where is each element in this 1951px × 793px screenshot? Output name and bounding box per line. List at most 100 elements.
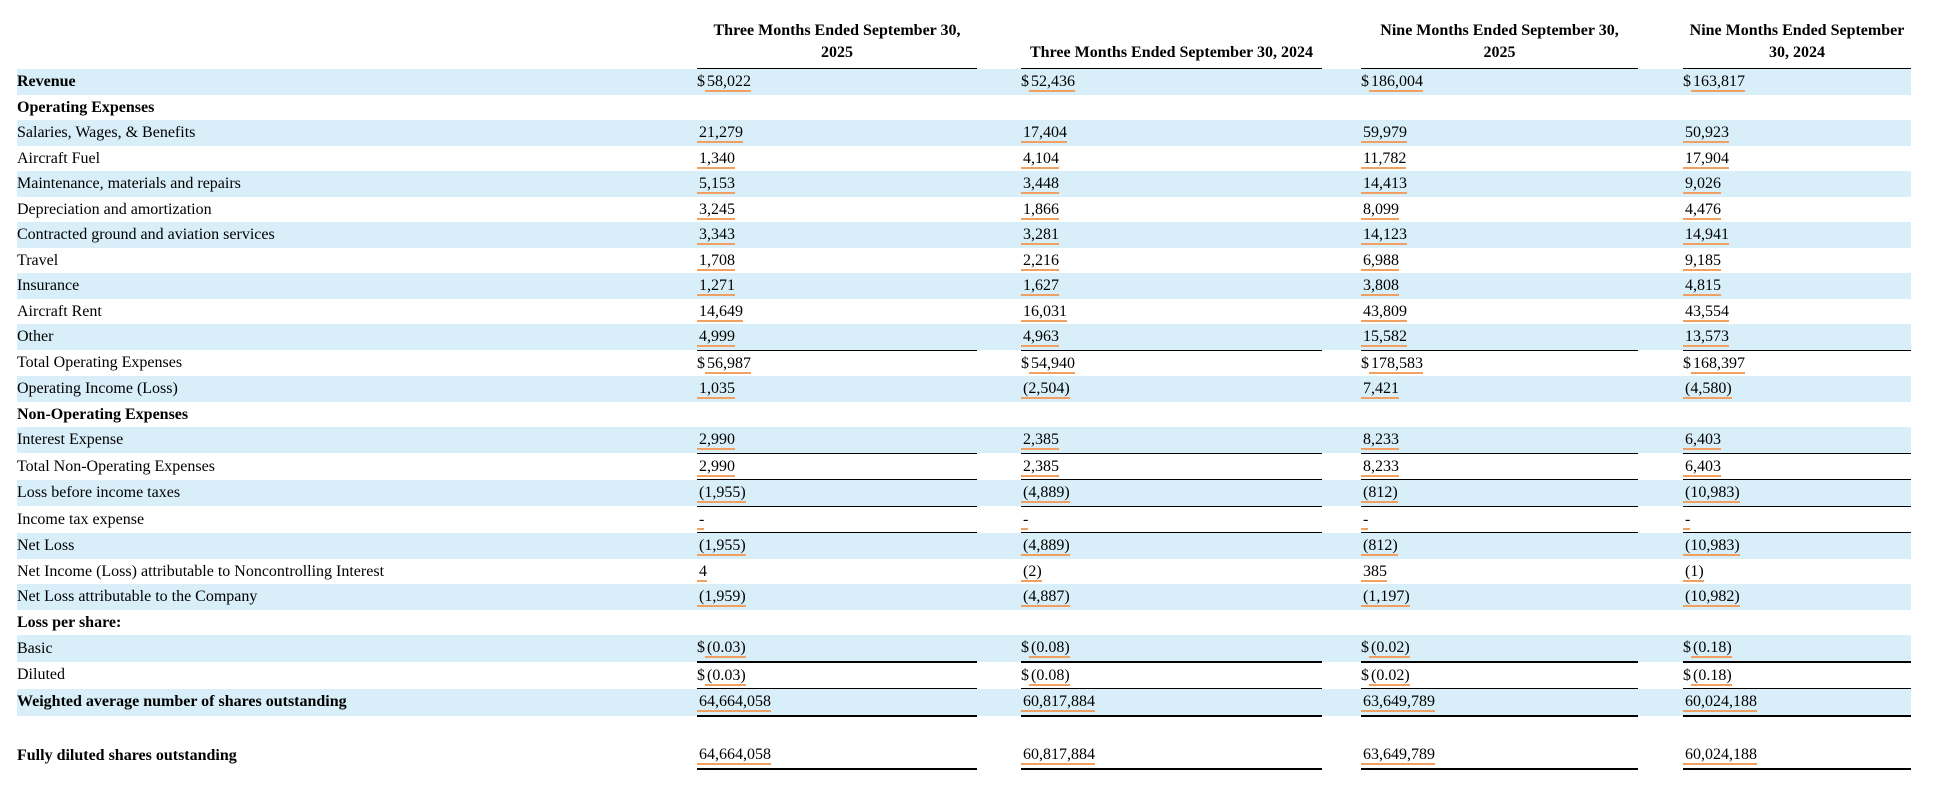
value-cell: 60,817,884 — [1021, 688, 1322, 717]
row-label: Loss before income taxes — [17, 479, 697, 506]
value: 14,941 — [1683, 226, 1729, 245]
value-cell: $ (0.03) — [697, 660, 977, 689]
cell: 14,941 — [1683, 222, 1911, 248]
cell: (2,504) — [1021, 376, 1322, 402]
value: 43,554 — [1683, 302, 1729, 322]
gap — [1638, 14, 1683, 69]
row-label: Non-Operating Expenses — [17, 405, 189, 423]
value-cell: (2,504) — [1021, 376, 1322, 402]
row: Travel 1,708 2,216 6,988 9,185 — [17, 248, 1911, 274]
cell: $ (0.08) — [1021, 635, 1322, 661]
value: 60,817,884 — [1021, 746, 1095, 765]
currency: $ — [1361, 666, 1369, 684]
value-cell: (2) — [1021, 559, 1322, 585]
value: (2) — [1021, 562, 1042, 582]
row: Maintenance, materials and repairs 5,153 3… — [17, 171, 1911, 197]
gap — [1322, 479, 1361, 506]
row: Revenue $58,022 $52,436 $186,004 $163,817 — [17, 68, 1911, 95]
row-label: Aircraft Rent — [17, 302, 102, 320]
value-cell: 60,024,188 — [1683, 688, 1911, 717]
value-cell: 15,582 — [1361, 324, 1638, 350]
value-cell: (10,983) — [1683, 479, 1911, 506]
value: 9,026 — [1683, 175, 1721, 194]
cell: 5,153 — [697, 171, 977, 197]
cell: 2,385 — [1021, 427, 1322, 453]
cell: 2,216 — [1021, 248, 1322, 274]
value: (1,959) — [697, 588, 746, 607]
gap — [1638, 532, 1683, 559]
value-cell: 6,988 — [1361, 248, 1638, 274]
cell: 60,817,884 — [1021, 689, 1322, 715]
value: 60,817,884 — [1021, 693, 1095, 712]
currency: $ — [1683, 73, 1691, 90]
value-cell: $ (0.02) — [1361, 635, 1638, 662]
cell: 21,279 — [697, 120, 977, 146]
value-cell — [1683, 610, 1911, 636]
value-cell: (1,955) — [697, 479, 977, 506]
gap — [977, 120, 1021, 146]
value-cell: $178,583 — [1361, 349, 1638, 377]
value-cell: 8,099 — [1361, 197, 1638, 223]
value: 6,988 — [1361, 251, 1399, 271]
value-cell: 11,782 — [1361, 146, 1638, 172]
value: (0.18) — [1691, 666, 1732, 686]
value-cell: 17,404 — [1021, 120, 1322, 146]
value-cell: 9,026 — [1683, 171, 1911, 197]
value-cell: 64,664,058 — [697, 688, 977, 717]
cell: $ (0.08) — [1021, 663, 1322, 689]
cell: $163,817 — [1683, 69, 1911, 95]
row-label: Income tax expense — [17, 510, 145, 528]
value: 178,583 — [1369, 354, 1423, 374]
value: (4,887) — [1021, 588, 1070, 607]
gap — [1322, 248, 1361, 274]
value: 3,448 — [1021, 175, 1059, 194]
value: (0.02) — [1369, 666, 1410, 686]
row-label: Revenue — [17, 68, 697, 95]
value: (0.18) — [1691, 639, 1732, 658]
cell: (10,982) — [1683, 584, 1911, 610]
value: 16,031 — [1021, 302, 1067, 322]
table-header: Three Months Ended September 30, 2025 Thr… — [17, 14, 1911, 69]
value: 63,649,789 — [1361, 693, 1435, 712]
currency: $ — [1021, 639, 1029, 656]
cell: (1,959) — [697, 584, 977, 610]
value-cell: 14,413 — [1361, 171, 1638, 197]
value: 50,923 — [1683, 124, 1729, 143]
cell: (1,955) — [697, 533, 977, 559]
column-header: Three Months Ended September 30, 2024 — [1021, 14, 1322, 69]
value: (10,983) — [1683, 484, 1740, 503]
gap — [1322, 427, 1361, 453]
value: 64,664,058 — [697, 746, 771, 765]
cell: (10,983) — [1683, 480, 1911, 506]
value-cell: 43,554 — [1683, 299, 1911, 325]
value-cell: 4,476 — [1683, 197, 1911, 223]
gap — [1638, 95, 1683, 121]
gap — [1638, 273, 1683, 299]
value: (812) — [1361, 484, 1398, 503]
value-cell: $ (0.02) — [1361, 660, 1638, 689]
value-cell: 60,817,884 — [1021, 715, 1322, 770]
gap — [1638, 248, 1683, 274]
value-cell: 3,808 — [1361, 273, 1638, 299]
gap — [1638, 299, 1683, 325]
value-cell: 4 — [697, 559, 977, 585]
gap — [1638, 662, 1683, 689]
income-statement: Three Months Ended September 30, 2025 Thr… — [17, 14, 1911, 770]
value-cell: (4,889) — [1021, 479, 1322, 506]
value: 63,649,789 — [1361, 746, 1435, 765]
value: 2,990 — [697, 431, 735, 450]
cell: 9,185 — [1683, 248, 1911, 274]
cell: 64,664,058 — [697, 689, 977, 715]
currency: $ — [1021, 666, 1029, 684]
value: 168,397 — [1691, 354, 1745, 374]
value-cell: 1,866 — [1021, 197, 1322, 223]
cell: 2,990 — [697, 427, 977, 453]
currency: $ — [1683, 666, 1691, 684]
value-cell: (1,955) — [697, 532, 977, 559]
cell: $178,583 — [1361, 351, 1638, 377]
cell: 9,026 — [1683, 171, 1911, 197]
cell: 11,782 — [1361, 146, 1638, 172]
value: 7,421 — [1361, 380, 1399, 399]
gap — [1322, 171, 1361, 197]
cell: $ (0.03) — [697, 635, 977, 661]
